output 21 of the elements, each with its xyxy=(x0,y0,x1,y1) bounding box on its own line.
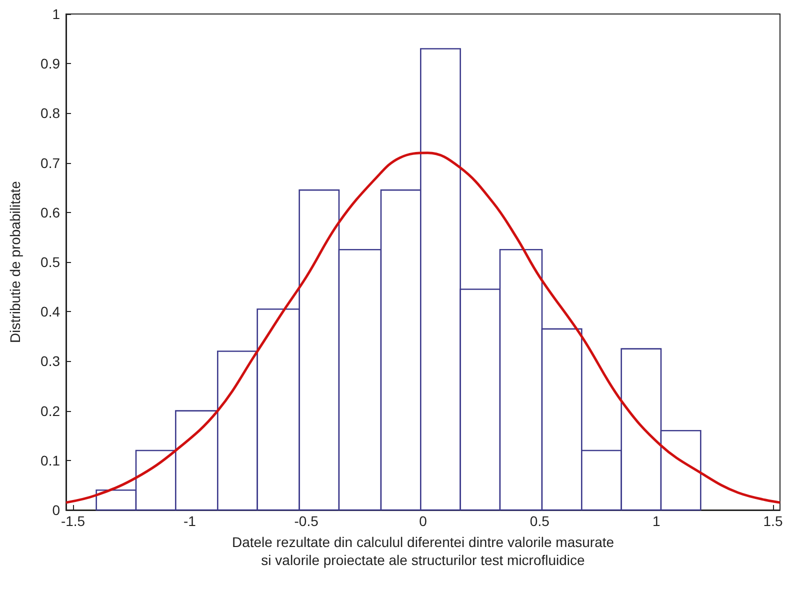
y-tick-label: 0.6 xyxy=(40,204,60,220)
x-tick-label: -1 xyxy=(183,513,196,529)
x-axis-title: Datele rezultate din calculul diferentei dintre valorile masurate si valorile proiectate ale structurilor test microfluidice xyxy=(232,534,614,568)
x-tick-label: 0.5 xyxy=(530,513,550,529)
y-tick-label: 0.7 xyxy=(40,154,60,171)
y-tick-label: 0.1 xyxy=(40,452,60,468)
y-tick-label: 0.2 xyxy=(40,402,60,419)
y-tick-label: 0.9 xyxy=(40,56,60,72)
line-series xyxy=(64,152,782,504)
y-tick-label: 1 xyxy=(52,6,60,22)
x-tick-label: -0.5 xyxy=(294,513,319,529)
y-tick-label: 0.4 xyxy=(40,304,60,320)
y-axis-title: Distributie de probabilitate xyxy=(7,180,23,343)
x-tick-label: 1.5 xyxy=(763,513,783,529)
y-tick-label: 0.3 xyxy=(40,353,60,370)
x-tick-label: 1 xyxy=(652,513,660,529)
y-tick-label: 0 xyxy=(52,502,60,518)
x-tick-label: -1.5 xyxy=(60,513,86,529)
y-tick-label: 0.8 xyxy=(40,105,60,122)
x-tick-label: 0 xyxy=(419,513,428,529)
y-tick-label: 0.5 xyxy=(40,254,60,270)
